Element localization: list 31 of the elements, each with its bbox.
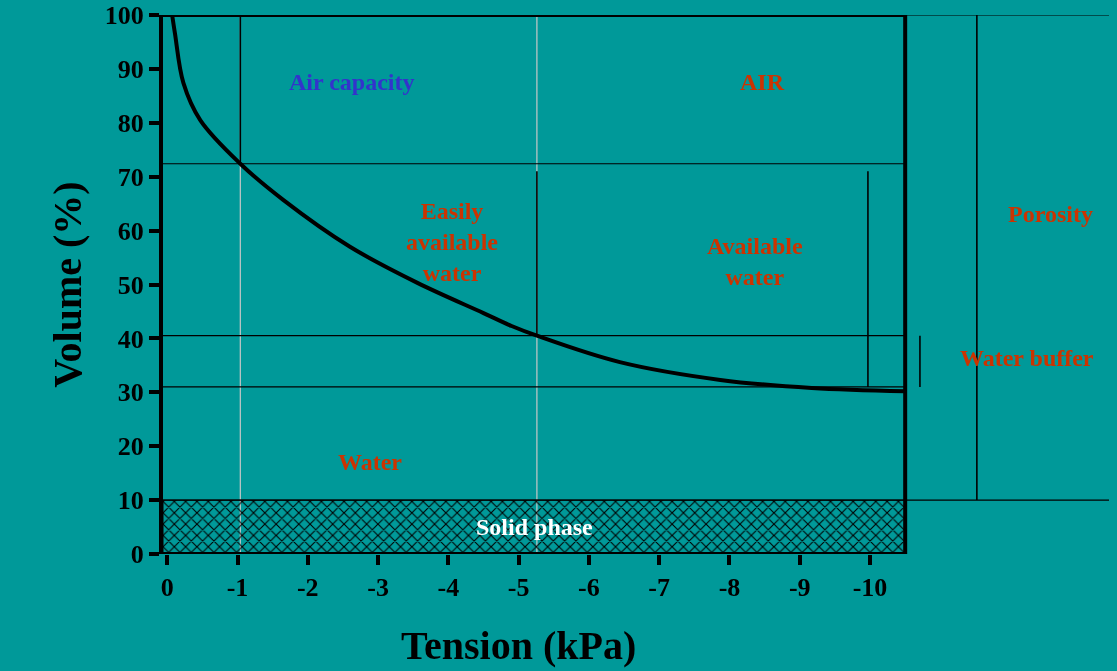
x-tick-label: -5 [507,573,530,603]
x-tick-label: -4 [437,573,460,603]
x-tick-label: -10 [852,573,888,603]
y-axis-title: Volume (%) [44,181,90,388]
y-tick-label: 70 [117,162,144,192]
y-tick-label: 80 [117,108,144,138]
y-tick-label: 40 [117,324,144,354]
x-tick-label: -9 [788,573,811,603]
annotation: AIR [740,69,785,95]
x-tick-label: -8 [718,573,741,603]
x-axis-title: Tension (kPa) [401,623,637,668]
y-tick-label: 50 [117,270,144,300]
annotation: Available water [707,233,803,291]
x-tick-label: -1 [226,573,249,603]
x-tick-label: -6 [578,573,600,603]
annotation: Water [338,449,403,475]
x-tick-label: -7 [648,573,671,603]
x-tick-label: -2 [296,573,319,603]
x-tick-label: -3 [367,573,389,603]
annotation: Easily available water [406,198,499,287]
y-tick-label: 100 [104,1,144,31]
x-tick-label: 0 [160,573,174,603]
y-tick-label: 60 [117,216,144,246]
y-tick-label: 0 [130,540,144,570]
y-tick-label: 90 [117,55,144,84]
y-tick-label: 20 [117,432,144,462]
band-label: Solid phase [476,514,594,540]
annotation: Air capacity [289,69,415,95]
y-tick-label: 10 [117,486,144,516]
y-tick-label: 30 [117,378,144,408]
annotation: Porosity [1008,201,1093,227]
